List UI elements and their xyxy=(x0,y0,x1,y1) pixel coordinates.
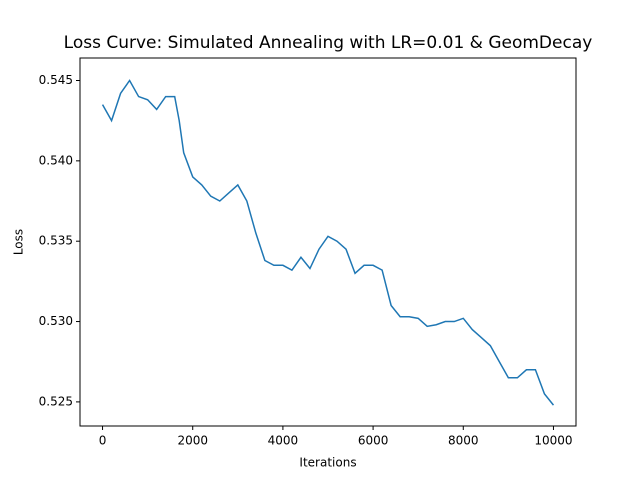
x-tick-label: 8000 xyxy=(448,434,479,448)
y-tick-label: 0.545 xyxy=(39,73,73,87)
y-tick-label: 0.530 xyxy=(39,314,73,328)
loss-line xyxy=(101,79,555,406)
x-tick-label: 10000 xyxy=(534,434,572,448)
plot-frame xyxy=(79,57,577,427)
x-tick-label: 4000 xyxy=(268,434,299,448)
y-axis-label: Loss xyxy=(12,229,26,255)
chart-title: Loss Curve: Simulated Annealing with LR=… xyxy=(64,33,593,53)
x-tick-label: 6000 xyxy=(358,434,389,448)
y-tick-label: 0.535 xyxy=(39,234,73,248)
y-tick-label: 0.540 xyxy=(39,153,73,167)
x-tick-label: 0 xyxy=(99,434,107,448)
x-tick-label: 2000 xyxy=(177,434,208,448)
y-tick-label: 0.525 xyxy=(39,394,73,408)
x-axis-label: Iterations xyxy=(299,456,356,470)
